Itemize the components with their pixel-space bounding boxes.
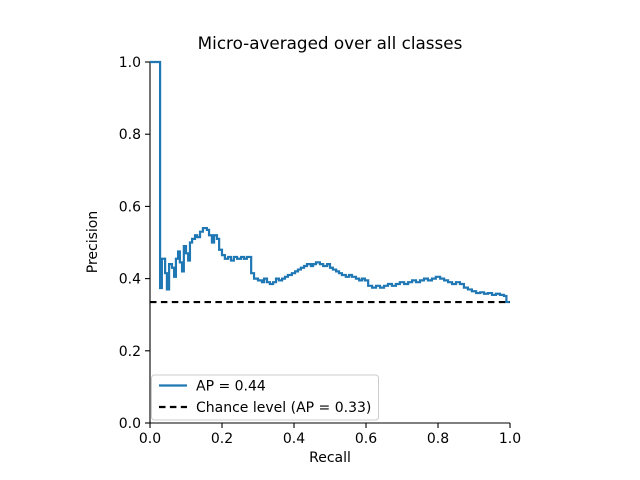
legend-chance-label: Chance level (AP = 0.33) bbox=[196, 400, 371, 416]
y-tick-label: 0.2 bbox=[119, 344, 141, 360]
y-tick-label: 0.6 bbox=[119, 199, 141, 215]
y-tick-label: 0.0 bbox=[119, 416, 141, 432]
chart-title: Micro-averaged over all classes bbox=[198, 33, 463, 53]
legend: AP = 0.44 Chance level (AP = 0.33) bbox=[151, 374, 379, 421]
x-tick-label: 0.2 bbox=[211, 431, 233, 447]
pr-curve-line bbox=[150, 60, 510, 304]
x-tick-label: 0.0 bbox=[139, 431, 161, 447]
y-tick-label: 0.4 bbox=[119, 272, 141, 288]
y-tick-label: 0.8 bbox=[119, 127, 141, 143]
y-axis-label: Precision bbox=[85, 211, 101, 273]
x-axis-label: Recall bbox=[309, 450, 351, 466]
x-tick-label: 0.6 bbox=[355, 431, 377, 447]
x-tick-label: 0.8 bbox=[427, 431, 449, 447]
axes-group: 0.0 0.2 0.4 0.6 0.8 1.0 0.0 0.2 0.4 0.6 0.8 1.0 bbox=[119, 55, 521, 447]
x-tick-label: 1.0 bbox=[499, 431, 521, 447]
legend-box bbox=[151, 374, 379, 421]
y-tick-label: 1.0 bbox=[119, 55, 141, 71]
legend-ap-label: AP = 0.44 bbox=[196, 379, 266, 395]
x-tick-label: 0.4 bbox=[283, 431, 305, 447]
